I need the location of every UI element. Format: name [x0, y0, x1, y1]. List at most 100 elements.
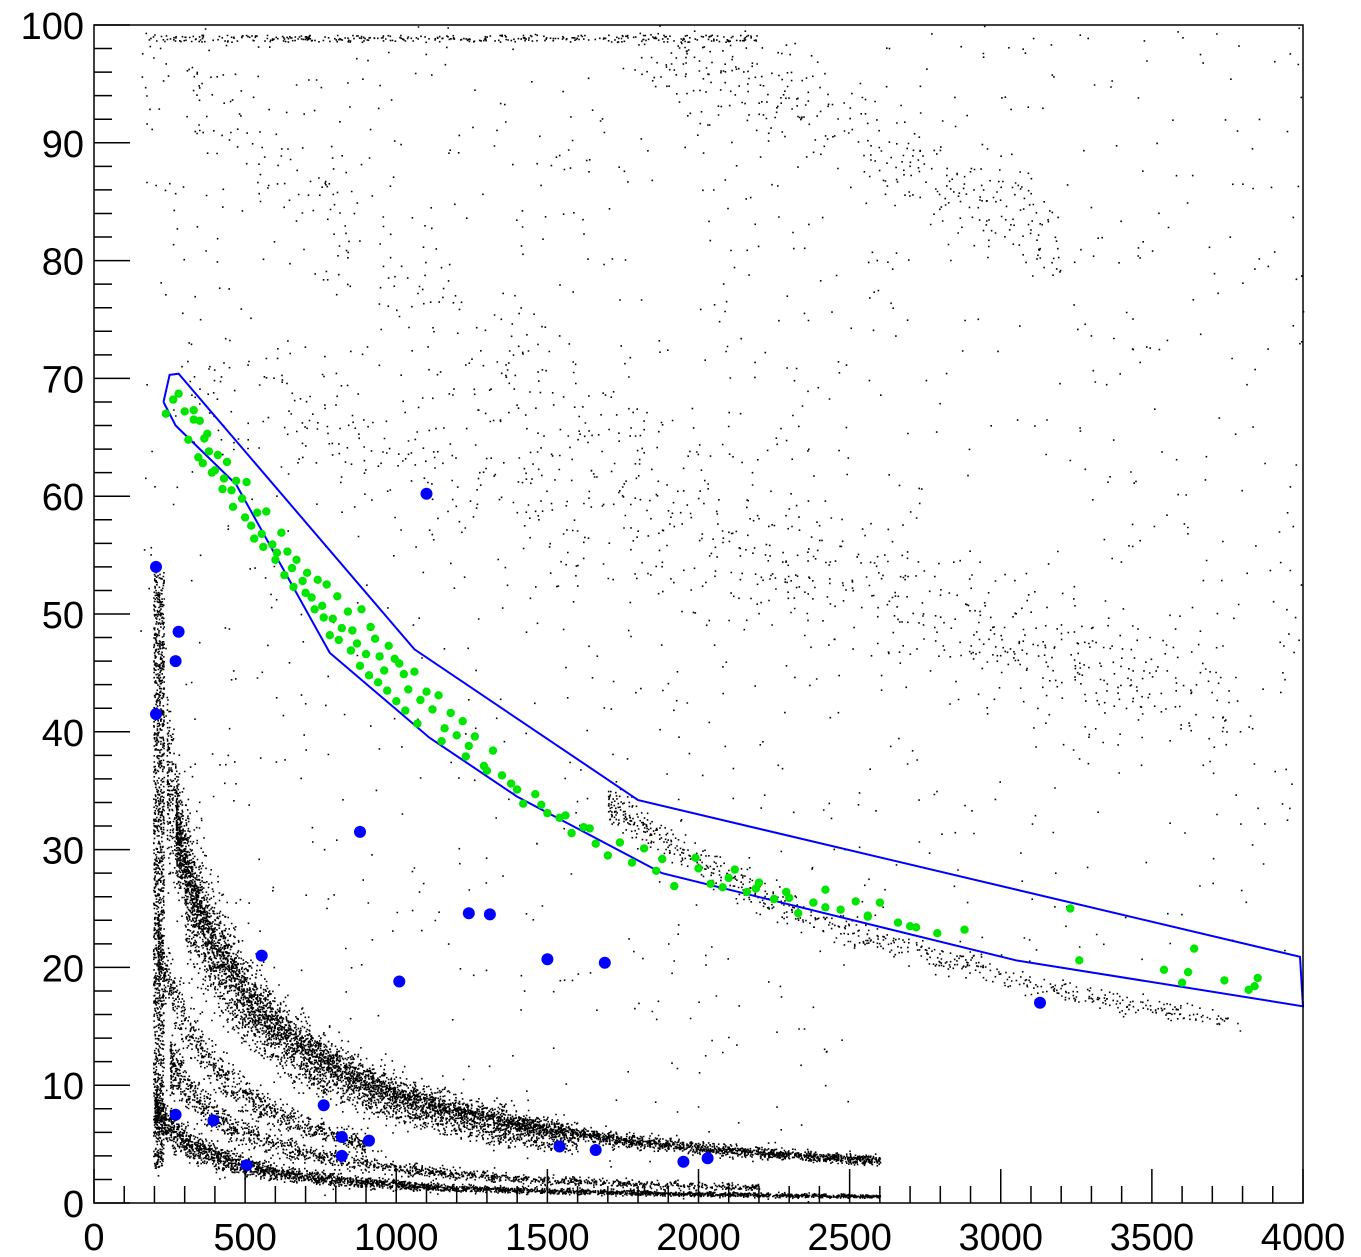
selected-point: [464, 741, 473, 751]
selected-point: [268, 540, 277, 549]
selected-point: [497, 771, 507, 780]
marker-point: [677, 1155, 690, 1168]
selected-point: [259, 542, 268, 552]
selected-point: [272, 548, 282, 557]
selected-point: [325, 631, 334, 640]
marker-point: [354, 825, 366, 838]
selected-point: [639, 844, 649, 853]
selected-point: [458, 717, 467, 726]
selected-point: [437, 737, 446, 746]
selected-point: [1066, 904, 1075, 913]
selected-point: [428, 705, 437, 714]
selected-point: [1075, 956, 1084, 965]
selected-point: [769, 894, 779, 904]
selected-point: [543, 808, 552, 818]
y-tick-label: 60: [42, 477, 84, 519]
x-axis: 0 500 1000 1500 2000 2500 3000 3500 4000: [83, 1169, 1345, 1257]
selected-point: [416, 695, 425, 705]
marker-point: [255, 949, 268, 962]
selected-point: [410, 667, 419, 676]
marker-point: [541, 953, 554, 966]
selected-point: [227, 486, 236, 495]
selected-point: [392, 697, 401, 706]
selected-point: [277, 528, 286, 537]
selected-point: [670, 881, 679, 891]
marker-point: [169, 655, 182, 668]
selected-point: [893, 918, 903, 927]
marker-points: [150, 487, 1046, 1172]
selected-point: [337, 623, 346, 633]
y-tick-label: 80: [42, 242, 84, 284]
cut-polygon: [162, 372, 1305, 1008]
marker-point: [589, 1144, 602, 1156]
selected-point: [809, 898, 818, 907]
selected-point: [413, 719, 422, 728]
selected-point: [652, 866, 661, 875]
x-tick-label: 1500: [505, 1217, 590, 1257]
selected-point: [318, 601, 327, 610]
selected-point: [262, 507, 271, 516]
selected-point: [399, 669, 408, 679]
y-tick-label: 20: [42, 948, 84, 990]
selected-point: [301, 588, 310, 597]
selected-point: [422, 687, 431, 696]
selected-point: [222, 457, 232, 467]
x-tick-label: 2500: [807, 1217, 892, 1257]
selected-point: [319, 613, 328, 622]
selected-point: [184, 435, 193, 444]
selected-point: [364, 671, 374, 680]
selected-point: [851, 897, 860, 906]
marker-point: [150, 708, 162, 721]
selected-point: [180, 407, 189, 416]
selected-point: [401, 706, 410, 715]
selected-point: [531, 790, 540, 799]
selected-points: [153, 389, 1262, 994]
selected-point: [204, 447, 214, 456]
selected-point: [863, 912, 872, 921]
x-tick-label: 3500: [1110, 1217, 1195, 1257]
selected-point: [836, 905, 845, 914]
x-tick-label: 0: [83, 1217, 104, 1257]
selected-point: [194, 453, 203, 462]
selected-point: [247, 521, 256, 530]
selected-point: [561, 811, 570, 820]
cut-polygon-layer: [162, 372, 1305, 1008]
x-tick-label: 1000: [354, 1217, 439, 1257]
selected-point: [1190, 944, 1199, 953]
selected-point: [287, 563, 297, 573]
selected-point: [237, 494, 247, 503]
y-tick-label: 70: [42, 359, 84, 401]
marker-point: [335, 1131, 348, 1143]
selected-point: [161, 409, 171, 418]
selected-point: [380, 666, 389, 675]
x-tick-label: 2000: [656, 1217, 741, 1257]
selected-point: [794, 909, 803, 918]
selected-point: [875, 898, 885, 907]
selected-point: [1183, 967, 1193, 977]
selected-point: [231, 476, 241, 486]
marker-point: [240, 1159, 253, 1172]
y-tick-label: 30: [42, 831, 84, 873]
selected-point: [718, 883, 727, 892]
y-tick-label: 10: [42, 1066, 84, 1108]
selected-point: [219, 474, 229, 483]
x-tick-label: 3000: [958, 1217, 1043, 1257]
y-tick-label: 0: [63, 1184, 84, 1226]
selected-point: [271, 555, 280, 564]
selected-point: [242, 477, 251, 487]
selected-point: [1250, 982, 1259, 991]
marker-point: [701, 1152, 714, 1165]
selected-point: [730, 865, 739, 874]
selected-point: [189, 406, 198, 415]
selected-point: [313, 575, 322, 584]
selected-point: [355, 661, 365, 670]
selected-point: [250, 534, 259, 543]
selected-point: [366, 622, 375, 632]
selected-point: [1177, 978, 1187, 987]
x-tick-label: 500: [213, 1217, 276, 1257]
marker-point: [598, 956, 611, 969]
y-tick-label: 50: [42, 595, 84, 637]
selected-point: [370, 634, 380, 643]
selected-point: [537, 800, 546, 809]
